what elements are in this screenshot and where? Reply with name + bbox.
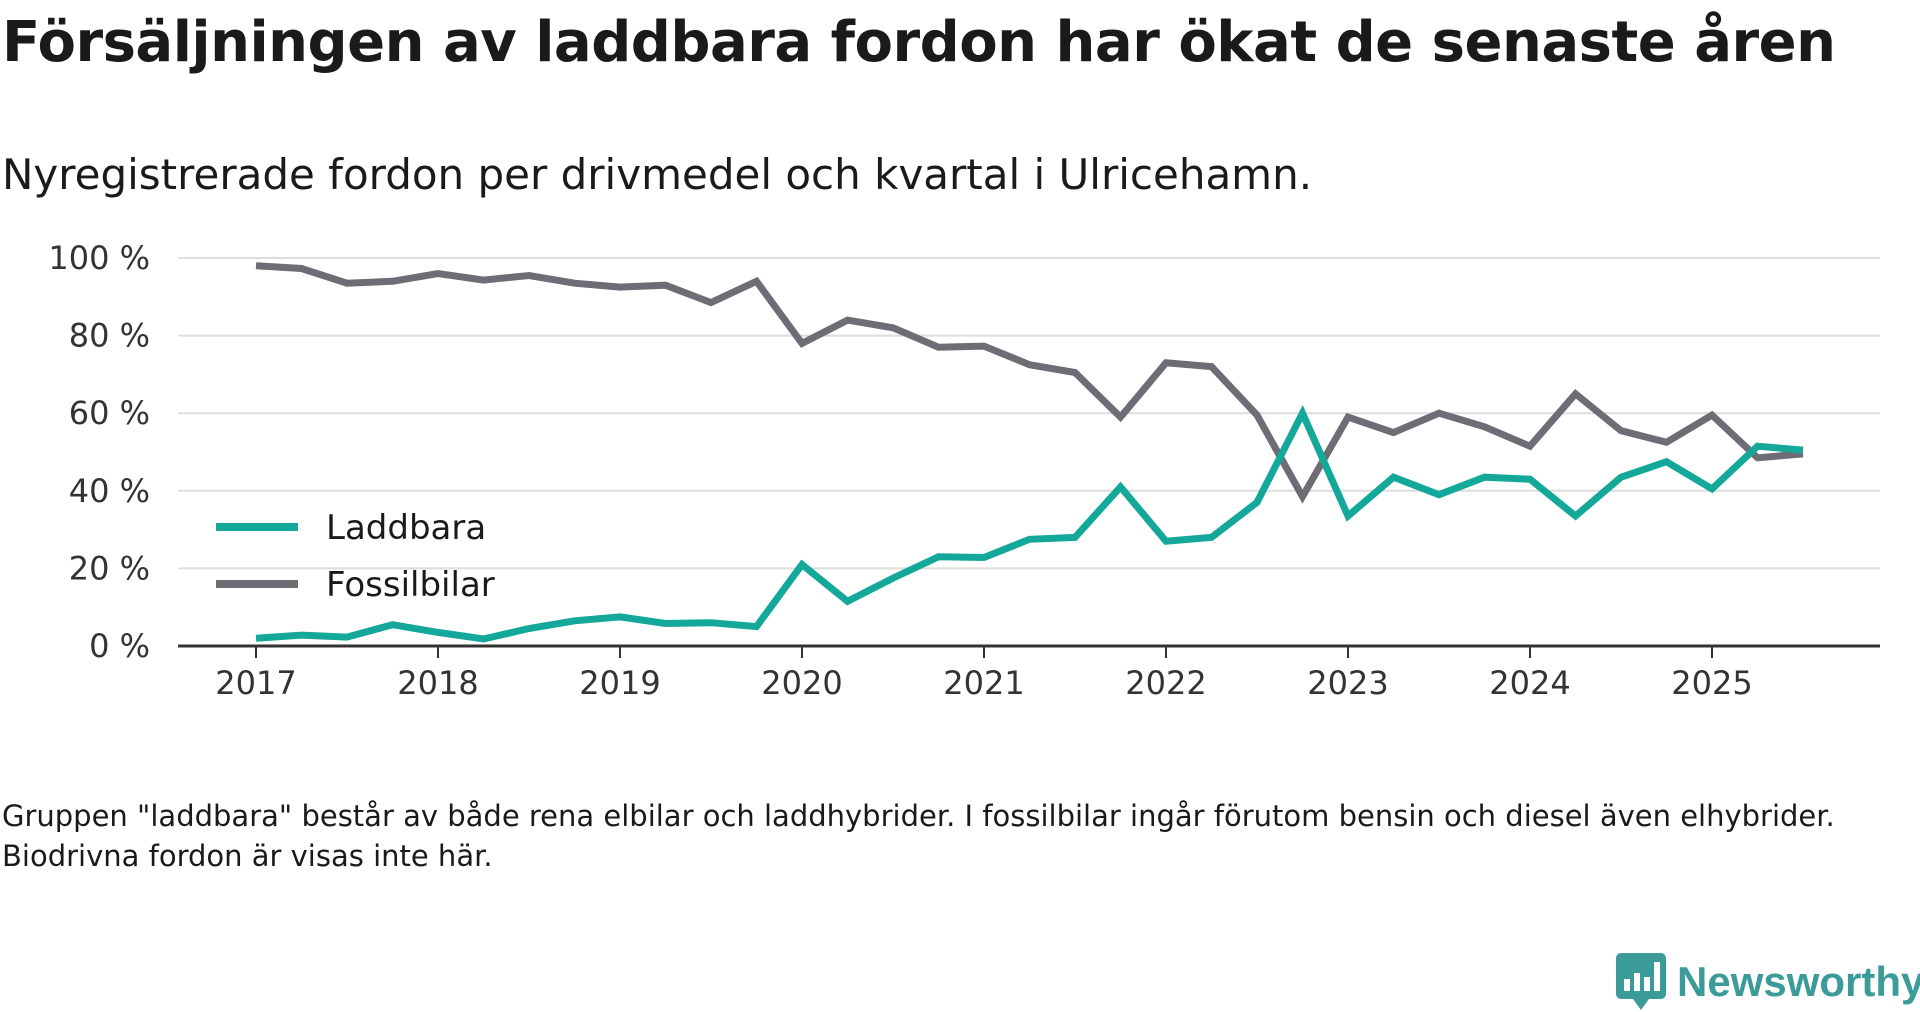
newsworthy-logo[interactable]: Newsworthy (1615, 952, 1920, 1012)
series-lines (255, 262, 1804, 643)
x-tick-label: 2024 (1489, 664, 1570, 702)
x-tick-label: 2023 (1307, 664, 1388, 702)
chart-title: Försäljningen av laddbara fordon har öka… (2, 10, 1836, 75)
footnote: Gruppen "laddbara" består av både rena e… (2, 799, 1835, 873)
legend: Laddbara Fossilbilar (216, 508, 495, 605)
y-tick-label: 80 % (69, 317, 150, 355)
x-tick-label: 2019 (579, 664, 660, 702)
y-tick-label: 60 % (69, 394, 150, 432)
chart-subtitle: Nyregistrerade fordon per drivmedel och … (2, 150, 1313, 199)
legend-label-laddbara: Laddbara (326, 508, 486, 548)
x-tick-label: 2018 (397, 664, 478, 702)
newsworthy-logo-text: Newsworthy (1677, 958, 1920, 1005)
x-tick-label: 2022 (1125, 664, 1206, 702)
series-line-laddbara (255, 405, 1804, 643)
y-tick-label: 20 % (69, 549, 150, 587)
newsworthy-logo-icon (1616, 953, 1666, 1010)
x-tick-label: 2017 (215, 664, 296, 702)
line-chart: 0 % 20 % 40 % 60 % 80 % 100 % 2017 2018 2019 202… (48, 239, 1880, 702)
x-tick-label: 2025 (1671, 664, 1752, 702)
x-tick-label: 2021 (943, 664, 1024, 702)
y-tick-label: 40 % (69, 472, 150, 510)
y-tick-label: 0 % (89, 627, 150, 665)
y-tick-label: 100 % (48, 239, 150, 277)
y-axis-ticks: 0 % 20 % 40 % 60 % 80 % 100 % (48, 239, 150, 665)
x-tick-label: 2020 (761, 664, 842, 702)
series-line-fossilbilar (255, 262, 1804, 504)
legend-label-fossilbilar: Fossilbilar (326, 565, 495, 605)
x-axis: 2017 2018 2019 2020 2021 2022 2023 2024 2025 (178, 644, 1880, 702)
